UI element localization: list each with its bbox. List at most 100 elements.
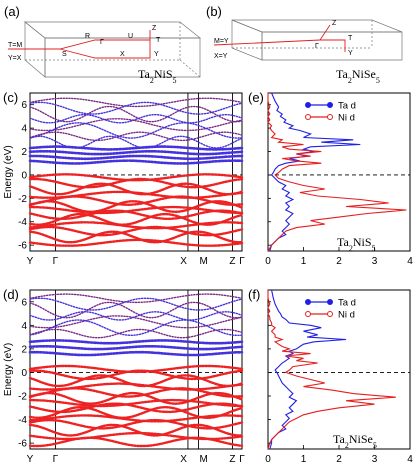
conduction-band — [29, 319, 243, 336]
k-label: X — [180, 454, 187, 465]
x-tick-label: 3 — [372, 256, 378, 267]
dos-series-ni — [267, 290, 396, 450]
flat-band — [28, 350, 244, 357]
y-tick-label: 2 — [21, 344, 27, 355]
valence-band — [28, 418, 244, 430]
y-tick-label: -6 — [18, 439, 27, 450]
legend-marker — [305, 102, 311, 108]
conduction-band — [29, 297, 243, 311]
conduction-band — [29, 301, 243, 319]
panel-a-label: (a) — [4, 4, 20, 19]
conduction-band — [29, 97, 243, 108]
y-axis-label: Energy (eV) — [3, 145, 14, 198]
y-tick-label: 6 — [21, 297, 27, 308]
flat-band — [28, 339, 244, 345]
k-label: Z — [229, 256, 235, 267]
valence-band — [28, 225, 244, 237]
bz-a-s: S — [62, 51, 67, 58]
valence-band — [28, 230, 244, 244]
y-tick-label: 6 — [21, 100, 27, 111]
valence-band — [28, 369, 244, 381]
conduction-band — [29, 311, 243, 321]
y-tick-label: 0 — [21, 170, 27, 181]
panel-b: (b) Γ Z T Y M=Y X=Y Ta2NiSe5 — [206, 4, 403, 85]
legend-marker — [327, 102, 333, 108]
valence-band — [28, 387, 244, 398]
panel-d-label: (d) — [3, 287, 19, 302]
valence-band — [28, 221, 244, 230]
compound-b: Ta2NiSe5 — [336, 67, 380, 85]
valence-band — [28, 200, 244, 214]
valence-band — [28, 436, 244, 448]
y-tick-label: 4 — [21, 321, 27, 332]
compound-e: Ta2NiS5 — [337, 235, 376, 253]
legend-label: Ta d — [338, 101, 356, 112]
valence-band — [28, 212, 244, 226]
y-tick-label: -4 — [18, 217, 27, 228]
bz-b-t: T — [348, 35, 353, 42]
x-tick-label: 2 — [336, 454, 342, 465]
bz-a-u: U — [128, 33, 133, 40]
valence-band — [28, 391, 244, 405]
y-tick-label: -2 — [18, 392, 27, 403]
bz-path-a — [8, 30, 151, 59]
x-tick-label: 3 — [372, 454, 378, 465]
x-tick-label: 4 — [407, 256, 413, 267]
y-tick-label: 4 — [21, 124, 27, 135]
k-label: Γ — [53, 454, 59, 465]
conduction-band — [29, 113, 243, 124]
y-tick-label: -2 — [18, 194, 27, 205]
panel-e-label: (e) — [248, 90, 264, 105]
panel-b-label: (b) — [206, 4, 222, 19]
compound-f: Ta2NiSe5 — [333, 432, 377, 450]
conduction-band — [29, 122, 243, 139]
valence-band — [28, 205, 244, 215]
bz-a-yx: Y=X — [8, 55, 22, 62]
conduction-band — [29, 105, 243, 123]
valence-band — [28, 398, 244, 408]
k-label: X — [180, 256, 187, 267]
y-tick-label: 2 — [21, 147, 27, 158]
x-tick-label: 0 — [265, 454, 271, 465]
x-tick-label: 4 — [407, 454, 413, 465]
bz-a-tm: T=M — [8, 42, 22, 49]
dos-plot-e: 0 1 2 3 4 Ta dNi d — [265, 92, 413, 267]
bz-a-z: Z — [152, 25, 157, 32]
dos-plot-f: 0 1 2 3 4 Ta dNi d — [265, 289, 413, 465]
valence-band — [28, 402, 244, 414]
k-label: Γ — [239, 256, 245, 267]
bz-a-gamma: Γ — [100, 39, 104, 46]
dos-series-ni — [267, 93, 407, 252]
k-label: M — [200, 454, 208, 465]
bz-b-gamma: Γ — [315, 43, 319, 50]
x-tick-label: 1 — [301, 256, 307, 267]
x-tick-label: 0 — [265, 256, 271, 267]
valence-band — [28, 405, 244, 420]
legend-label: Ni d — [338, 310, 355, 321]
bz-b-xy: X=Y — [214, 53, 228, 60]
band-frame — [29, 92, 243, 252]
bz-box-a — [24, 21, 201, 78]
panel-a: (a) Γ Z T Y S R U X T=M Y=X Ta2NiS5 — [4, 4, 201, 85]
k-label: Y — [27, 256, 34, 267]
bz-b-z: Z — [332, 20, 337, 27]
k-label: Γ — [53, 256, 59, 267]
y-tick-label: -4 — [18, 415, 27, 426]
panel-f-label: (f) — [248, 287, 260, 302]
flat-band — [28, 150, 244, 156]
k-label: M — [200, 256, 208, 267]
conduction-band — [29, 328, 243, 339]
bz-b-my: M=Y — [214, 38, 229, 45]
bz-b-y: Y — [348, 50, 353, 57]
bz-box-b — [231, 19, 403, 61]
k-label: Γ — [239, 454, 245, 465]
compound-a: Ta2NiS5 — [138, 67, 177, 85]
panel-c-label: (c) — [3, 90, 18, 105]
dos-series-ta — [269, 92, 361, 252]
valence-band — [28, 177, 244, 189]
legend-marker — [305, 114, 311, 120]
bz-a-y: Y — [154, 51, 159, 58]
flat-band — [28, 145, 244, 151]
